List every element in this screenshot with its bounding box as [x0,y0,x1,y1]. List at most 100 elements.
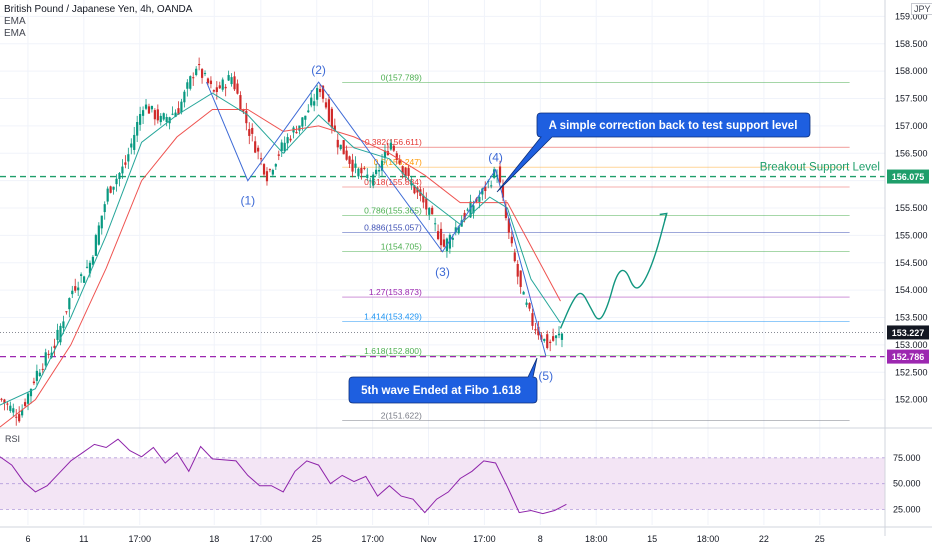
candle-body [195,68,198,76]
callout-2-text: 5th wave Ended at Fibo 1.618 [361,385,521,397]
candle-body [407,168,410,176]
candle-body [97,225,100,245]
candle-body [127,154,130,162]
candle-body [68,298,71,310]
fib-level-label: 0.5(156.247) [374,157,422,167]
candle-body [162,113,165,120]
candle-body [313,101,316,106]
price-tick-label: 157.000 [895,121,928,131]
price-tick-label: 153.500 [895,313,928,323]
indicator-ema-2[interactable]: EMA [4,28,26,39]
candle-body [516,264,519,277]
candle-body [369,180,372,182]
candle-body [103,204,106,213]
candle-body [277,154,280,156]
candle-body [124,162,127,165]
candle-body [537,326,540,336]
candle-body [484,186,487,192]
candle-body [62,321,65,329]
candle-body [91,256,95,265]
rsi-tick-label: 50.000 [893,479,921,489]
candle-body [41,368,44,370]
candle-body [436,231,440,240]
candle-body [180,101,183,113]
candle-body [227,75,230,81]
candle-body [53,345,56,349]
fibonacci-levels: 0(157.789) 0.382(156.611) 0.5(156.247) 0.61… [342,73,850,421]
candle-body [327,99,331,122]
candle-body [215,87,218,92]
price-tick-label: 159.000 [895,11,928,21]
candle-body [80,274,83,276]
candles [0,57,564,426]
indicator-ema-1[interactable]: EMA [4,16,26,27]
candle-body [519,270,522,287]
candle-body [431,207,434,215]
candle-body [274,164,277,167]
support-price-badge-text: 152.786 [892,352,925,362]
callout-1-box [496,112,811,193]
candle-body [230,77,233,85]
projection-line [559,213,668,329]
candle-body [32,381,36,384]
candle-body [221,79,224,90]
price-tick-label: 154.500 [895,258,928,268]
candle-body [336,139,339,148]
candle-body [330,108,333,128]
candle-body [442,239,446,247]
candle-body [9,405,12,411]
price-tick-label: 152.500 [895,367,928,377]
candle-body [375,169,378,175]
candle-body [183,91,186,103]
candle-body [380,160,384,171]
candle-body [21,409,24,416]
candle-body [493,169,496,178]
candle-body [401,166,404,174]
candle-body [410,183,413,186]
projection-path [559,212,668,329]
candle-body [118,172,121,179]
candle-body [342,140,345,155]
candle-body [324,102,328,108]
candle-body [318,89,322,93]
candle-body [77,287,80,291]
candle-body [357,168,360,177]
fib-level-label: 0.382(156.611) [365,137,422,147]
candle-body [439,228,443,246]
candle-body [130,143,133,148]
candle-body [413,185,416,194]
breakout-price-badge-text: 156.075 [892,172,925,182]
candle-body [239,95,242,111]
candle-body [557,333,561,336]
rsi-band-fill [0,457,885,510]
candle-body [112,186,115,190]
candle-body [59,325,62,343]
candle-body [395,153,398,160]
candle-body [534,329,537,331]
candle-body [481,188,484,195]
time-tick-label: 18:00 [585,534,608,544]
candle-body [150,105,154,110]
candle-body [26,393,30,404]
rsi-line-path [0,438,567,515]
candle-body [236,83,239,94]
candle-body [448,234,451,249]
candle-body [38,372,41,377]
price-tick-label: 152.000 [895,395,928,405]
time-tick-label: 11 [79,534,88,544]
projection-arrowhead [659,212,668,221]
candle-body [139,114,142,125]
candle-body [422,195,425,203]
time-tick-label: 15 [647,534,657,544]
candle-body [504,206,508,219]
candle-body [106,188,109,202]
time-tick-label: 18 [209,534,219,544]
price-tick-label: 158.500 [895,39,928,49]
time-tick-label: 25 [815,534,825,544]
time-tick-label: 6 [25,534,30,544]
candle-body [23,402,27,406]
candle-body [100,215,103,229]
candle-body [18,414,21,422]
